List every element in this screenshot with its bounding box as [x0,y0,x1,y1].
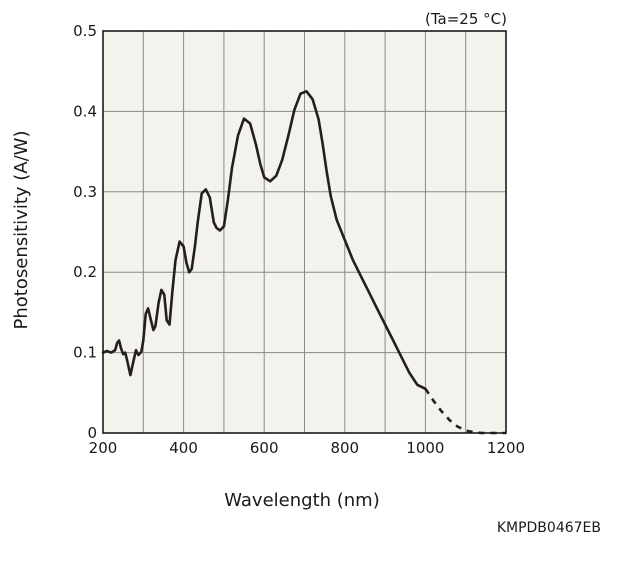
x-tick-label: 400 [169,439,198,457]
y-tick-label: 0.3 [73,183,97,201]
series-line-solid [101,90,427,391]
y-tick-label: 0.1 [73,344,97,362]
x-tick-label: 1000 [406,439,444,457]
y-tick-label: 0.2 [73,263,97,281]
figure-code: KMPDB0467EB [497,520,601,536]
plot-frame [102,30,507,434]
x-axis-title: Wavelength (nm) [224,490,380,511]
y-axis-title: Photosensitivity (A/W) [11,131,32,330]
gridlines [103,31,506,433]
y-tick-label: 0.5 [73,22,97,40]
x-tick-label: 800 [330,439,359,457]
x-tick-label: 1200 [487,439,525,457]
x-tick-label: 200 [89,439,118,457]
y-tick-label: 0.4 [73,102,97,120]
y-axis-ticks: 0 0.1 0.2 0.3 0.4 0.5 [73,22,97,442]
x-tick-label: 600 [250,439,279,457]
y-tick-label: 0 [87,424,97,442]
temperature-annotation: (Ta=25 °C) [425,10,507,28]
x-axis-ticks: 200 400 600 800 1000 1200 [89,439,525,457]
